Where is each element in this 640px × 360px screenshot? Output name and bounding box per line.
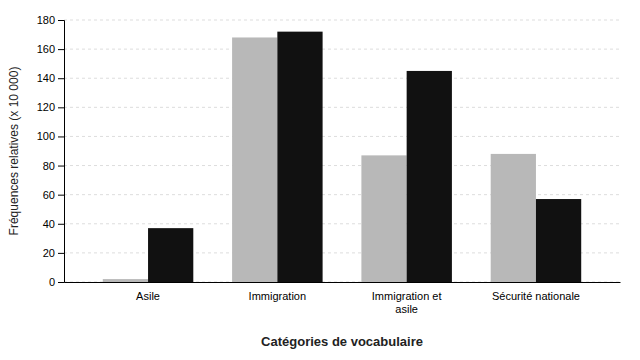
y-tick: 60 <box>43 189 64 201</box>
y-axis-title: Fréquences relatives (x 10 000) <box>7 67 21 236</box>
y-tick-mark <box>58 136 64 137</box>
y-tick-label: 180 <box>37 14 55 26</box>
y-axis-line <box>58 21 65 283</box>
x-axis-title: Catégories de vocabulaire <box>261 334 423 349</box>
y-tick-mark <box>58 107 64 108</box>
y-tick-mark <box>58 20 64 21</box>
bar <box>232 37 277 282</box>
x-tick: Immigration etasile <box>372 290 442 315</box>
x-axis-line <box>65 282 621 283</box>
bar <box>491 154 536 282</box>
x-tick: Asile <box>136 290 160 302</box>
grid <box>64 20 620 282</box>
grid-line <box>64 165 620 166</box>
x-tick-label-line: Asile <box>136 290 160 302</box>
y-tick: 20 <box>43 247 64 259</box>
y-tick-mark <box>58 195 64 196</box>
y-tick-mark <box>58 78 64 79</box>
y-tick: 120 <box>37 101 64 113</box>
y-tick-mark <box>58 224 64 225</box>
x-tick-label: Asile <box>136 290 160 302</box>
y-tick-label: 100 <box>37 130 55 142</box>
chart: 0 20 40 60 80 100 120 140 160 180 Asile Immigration… <box>0 0 640 360</box>
y-tick: 100 <box>37 130 64 142</box>
bar-series <box>148 32 581 282</box>
y-tick: 80 <box>43 160 64 172</box>
bar <box>103 279 148 282</box>
y-tick-label: 80 <box>43 160 55 172</box>
y-axis: 0 20 40 60 80 100 120 140 160 180 <box>37 14 65 288</box>
x-tick-label-line: asile <box>395 303 418 315</box>
y-tick: 0 <box>49 276 64 288</box>
grid-line <box>64 20 620 21</box>
y-tick: 140 <box>37 72 64 84</box>
y-tick-label: 40 <box>43 218 55 230</box>
bars <box>103 32 581 282</box>
x-tick-label: Immigration <box>249 290 306 302</box>
bar <box>407 71 452 282</box>
x-tick: Sécurité nationale <box>492 290 580 302</box>
x-axis: Asile Immigration Immigration etasile Sécur… <box>65 283 621 316</box>
x-tick-label: Sécurité nationale <box>492 290 580 302</box>
bar <box>148 228 193 282</box>
bar <box>361 155 406 282</box>
y-tick-label: 120 <box>37 101 55 113</box>
grid-line <box>64 194 620 195</box>
bar <box>277 32 322 282</box>
y-tick-mark <box>58 166 64 167</box>
y-tick-label: 160 <box>37 43 55 55</box>
plot: 0 20 40 60 80 100 120 140 160 180 Asile Immigration… <box>37 14 621 315</box>
y-tick: 40 <box>43 218 64 230</box>
y-tick-label: 20 <box>43 247 55 259</box>
x-tick-label: Immigration etasile <box>372 290 442 315</box>
y-tick-mark <box>58 282 64 283</box>
x-tick-label-line: Sécurité nationale <box>492 290 580 302</box>
x-tick: Immigration <box>249 290 306 302</box>
grid-line <box>64 136 620 137</box>
grid-line <box>64 78 620 79</box>
y-tick-label: 0 <box>49 276 55 288</box>
x-tick-label-line: Immigration et <box>372 290 442 302</box>
grid-line <box>64 49 620 50</box>
y-tick-label: 60 <box>43 189 55 201</box>
y-tick: 160 <box>37 43 64 55</box>
x-tick-label-line: Immigration <box>249 290 306 302</box>
bar <box>536 199 581 282</box>
grid-line <box>64 107 620 108</box>
y-tick-mark <box>58 253 64 254</box>
y-tick-label: 140 <box>37 72 55 84</box>
y-tick: 180 <box>37 14 64 26</box>
y-tick-mark <box>58 49 64 50</box>
